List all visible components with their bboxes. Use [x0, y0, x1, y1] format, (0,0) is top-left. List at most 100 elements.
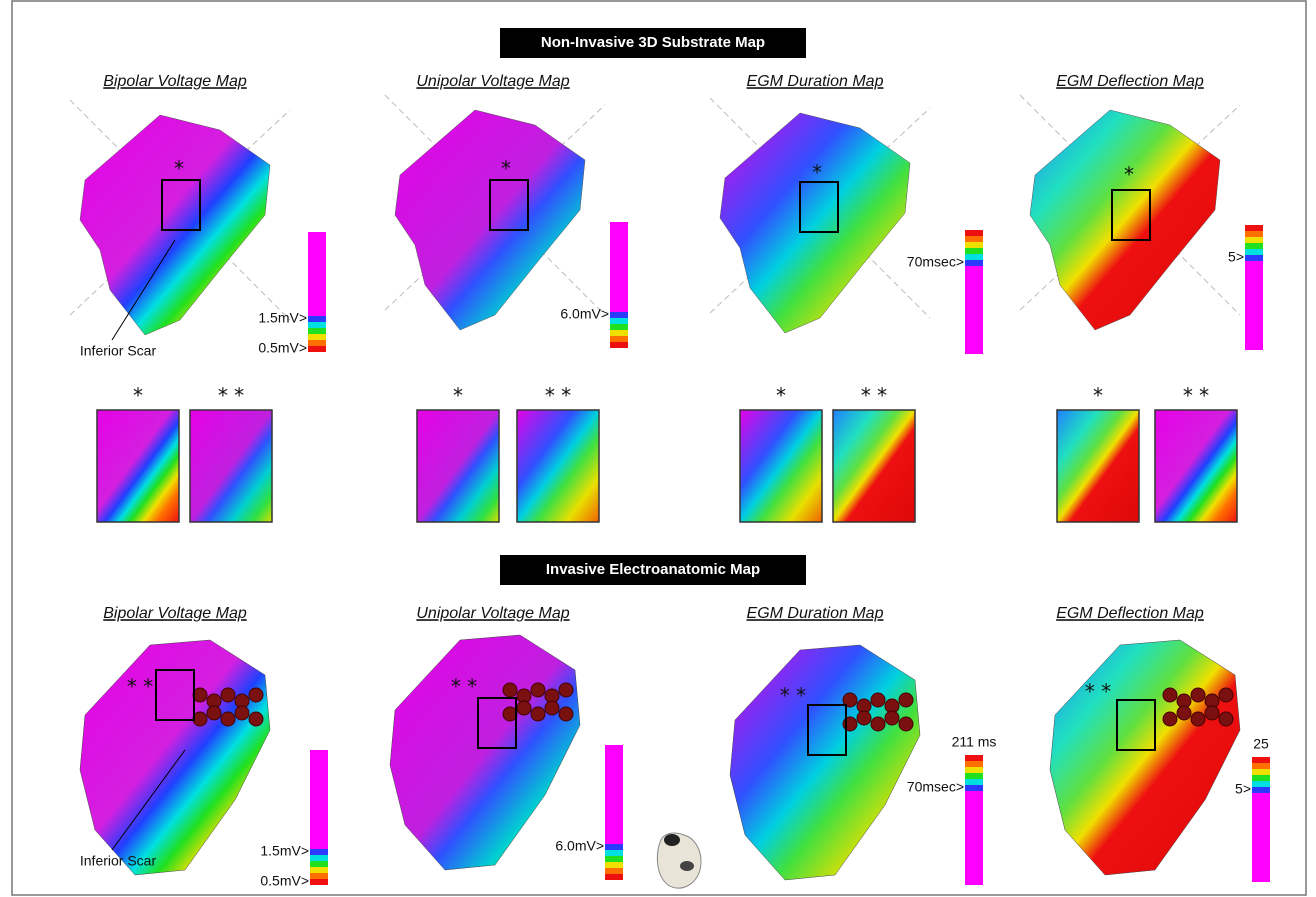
color-bar-stripe — [1245, 231, 1263, 237]
lesion-dot — [1205, 706, 1219, 720]
scale-label: 0.5mV> — [260, 873, 309, 889]
heart-map — [80, 115, 270, 335]
color-bar-stripe — [1252, 781, 1270, 787]
lesion-dot — [1219, 712, 1233, 726]
heart-map — [390, 635, 580, 870]
inset-label: * * — [861, 384, 887, 408]
scale-label: 5> — [1235, 781, 1251, 797]
inset-label: * — [133, 384, 143, 408]
color-bar-stripe — [310, 855, 328, 861]
color-bar-stripe — [308, 340, 326, 346]
map-title: EGM Duration Map — [747, 73, 884, 90]
scale-label: 5> — [1228, 249, 1244, 265]
region-marker: * — [1124, 163, 1134, 187]
color-bar-stripe — [610, 318, 628, 324]
lesion-dot — [503, 683, 517, 697]
scale-label: 6.0mV> — [560, 306, 609, 322]
inset-image — [417, 410, 499, 522]
lesion-dot — [207, 706, 221, 720]
inset-label: * * — [545, 384, 571, 408]
lesion-dot — [193, 712, 207, 726]
color-bar-stripe — [610, 336, 628, 342]
inset-image — [833, 410, 915, 522]
map-title: Unipolar Voltage Map — [416, 73, 569, 90]
lesion-dot — [249, 712, 263, 726]
heart-map — [730, 645, 920, 880]
region-marker: * — [812, 161, 822, 185]
color-bar-stripe — [1252, 769, 1270, 775]
inset-label: * — [453, 384, 463, 408]
color-bar-stripe — [1245, 255, 1263, 261]
inset-image — [517, 410, 599, 522]
lesion-dot — [517, 701, 531, 715]
color-bar-magenta — [605, 745, 623, 844]
color-bar-stripe — [610, 324, 628, 330]
color-bar-stripe — [610, 312, 628, 318]
inset-label: * * — [1183, 384, 1209, 408]
color-bar-stripe — [308, 328, 326, 334]
color-bar-stripe — [965, 755, 983, 761]
color-bar-stripe — [310, 849, 328, 855]
lesion-dot — [871, 693, 885, 707]
region-marker: * * — [780, 684, 806, 708]
color-bar-stripe — [1252, 775, 1270, 781]
map-title: Bipolar Voltage Map — [103, 73, 247, 90]
color-bar-stripe — [1245, 243, 1263, 249]
color-bar-stripe — [965, 761, 983, 767]
annotation: Inferior Scar — [80, 343, 157, 359]
figure: Non-Invasive 3D Substrate Map Bipolar Vol… — [0, 0, 1316, 897]
lesion-dot — [531, 707, 545, 721]
heart-icon — [657, 833, 701, 888]
region-marker: * * — [451, 675, 477, 699]
color-bar-stripe — [965, 785, 983, 791]
color-bar-stripe — [1245, 249, 1263, 255]
color-bar-magenta — [610, 222, 628, 312]
map-title: EGM Deflection Map — [1056, 73, 1204, 90]
scale-label: 25 — [1253, 736, 1269, 752]
inset-label: * — [776, 384, 786, 408]
color-bar-stripe — [308, 316, 326, 322]
scale-label: 70msec> — [907, 254, 964, 270]
map-title: EGM Deflection Map — [1056, 605, 1204, 622]
lesion-dot — [885, 711, 899, 725]
lesion-dot — [503, 707, 517, 721]
region-marker: * — [174, 157, 184, 181]
scale-label: 70msec> — [907, 779, 964, 795]
map-title: Bipolar Voltage Map — [103, 605, 247, 622]
color-bar-stripe — [308, 322, 326, 328]
color-bar-stripe — [605, 850, 623, 856]
color-bar-stripe — [1252, 763, 1270, 769]
map-title: EGM Duration Map — [747, 605, 884, 622]
color-bar-stripe — [965, 767, 983, 773]
lesion-dot — [221, 712, 235, 726]
lesion-dot — [899, 693, 913, 707]
inset-label: * — [1093, 384, 1103, 408]
color-bar-stripe — [1252, 757, 1270, 763]
color-bar-stripe — [310, 861, 328, 867]
heart-map — [720, 113, 910, 333]
color-bar-magenta — [965, 791, 983, 885]
inset-image — [740, 410, 822, 522]
region-marker: * * — [1085, 680, 1111, 704]
lesion-dot — [857, 711, 871, 725]
heart-map — [1030, 110, 1220, 330]
color-bar-magenta — [1245, 261, 1263, 350]
inset-image — [97, 410, 179, 522]
color-bar-stripe — [308, 346, 326, 352]
color-bar-stripe — [1252, 787, 1270, 793]
section-title: Non-Invasive 3D Substrate Map — [541, 34, 765, 51]
map-title: Unipolar Voltage Map — [416, 605, 569, 622]
color-bar-magenta — [310, 750, 328, 849]
color-bar-stripe — [310, 873, 328, 879]
inset-label: * * — [218, 384, 244, 408]
color-bar-stripe — [310, 867, 328, 873]
inset-image — [190, 410, 272, 522]
inset-image — [1057, 410, 1139, 522]
scale-label: 1.5mV> — [258, 310, 307, 326]
section-title: Invasive Electroanatomic Map — [546, 561, 760, 578]
annotation: Inferior Scar — [80, 853, 157, 869]
color-bar-stripe — [965, 242, 983, 248]
lesion-dot — [221, 688, 235, 702]
color-bar-stripe — [965, 773, 983, 779]
lesion-dot — [545, 701, 559, 715]
